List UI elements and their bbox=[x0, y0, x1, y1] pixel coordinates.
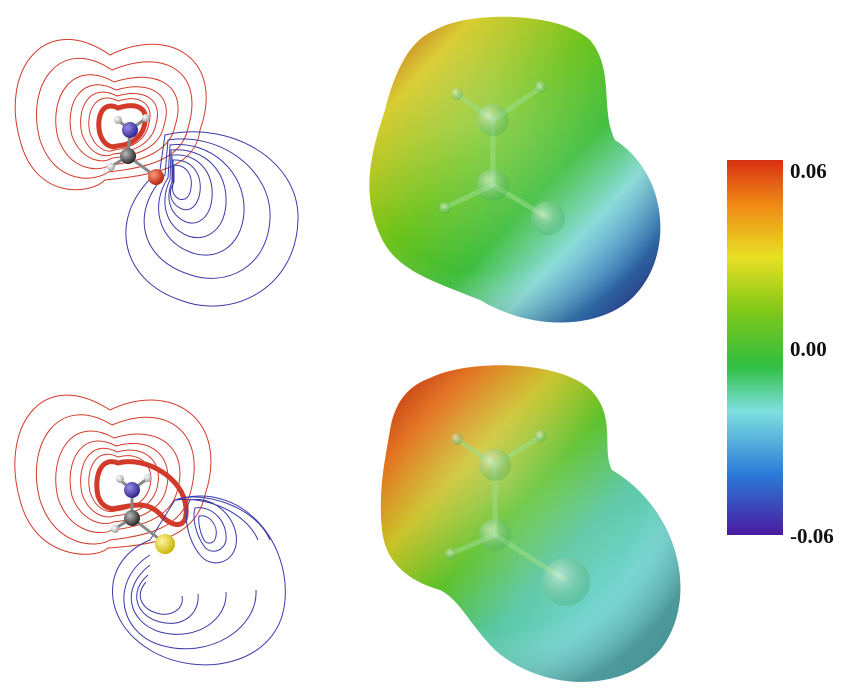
colorbar-max-label: 0.06 bbox=[790, 159, 827, 183]
contour-plot-top bbox=[14, 38, 299, 307]
positive-core-bottom bbox=[94, 459, 189, 527]
hydrogen-atom bbox=[439, 202, 451, 214]
carbon-atom bbox=[124, 510, 140, 526]
negative-contours-top bbox=[125, 131, 299, 307]
hydrogen-atom bbox=[107, 163, 115, 171]
molecule-top bbox=[107, 114, 164, 185]
positive-core-top bbox=[96, 103, 148, 150]
contour-plot-bottom bbox=[14, 394, 286, 666]
nitrogen-atom bbox=[477, 104, 509, 136]
negative-contours-bottom bbox=[112, 495, 286, 666]
hydrogen-atom bbox=[142, 114, 150, 122]
oxygen-atom bbox=[531, 201, 565, 235]
hydrogen-atom bbox=[451, 433, 463, 445]
hydrogen-atom bbox=[116, 475, 124, 483]
colorbar bbox=[727, 160, 783, 535]
colorbar-mid-label: 0.00 bbox=[790, 337, 827, 361]
esp-surface-bottom bbox=[380, 365, 681, 682]
hydrogen-atom bbox=[111, 525, 119, 533]
hydrogen-atom bbox=[114, 116, 122, 124]
colorbar-min-label: -0.06 bbox=[790, 524, 834, 548]
hydrogen-atom bbox=[144, 474, 152, 482]
carbon-atom bbox=[477, 169, 509, 201]
molecule-bottom bbox=[111, 474, 175, 554]
nitrogen-atom bbox=[124, 482, 140, 498]
hydrogen-atom bbox=[535, 430, 547, 442]
hydrogen-atom bbox=[535, 81, 547, 93]
oxygen-atom bbox=[148, 169, 164, 185]
sulfur-atom bbox=[542, 558, 590, 606]
carbon-atom bbox=[479, 519, 511, 551]
esp-surface-top bbox=[369, 16, 661, 323]
nitrogen-atom bbox=[479, 449, 511, 481]
hydrogen-atom bbox=[451, 88, 463, 100]
carbon-atom bbox=[120, 148, 136, 164]
positive-contours-bottom bbox=[14, 394, 212, 555]
hydrogen-atom bbox=[445, 548, 457, 560]
sulfur-atom bbox=[155, 534, 175, 554]
nitrogen-atom bbox=[122, 122, 138, 138]
